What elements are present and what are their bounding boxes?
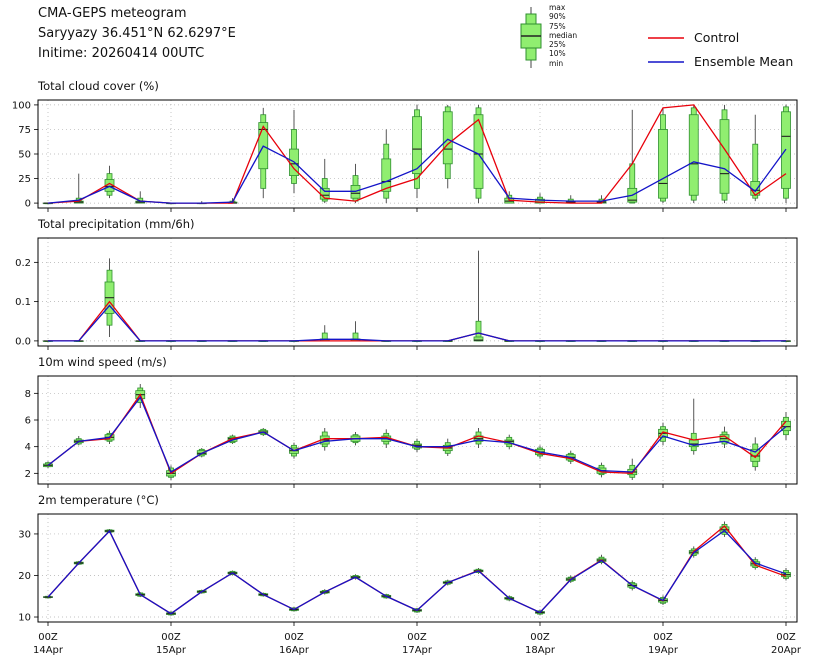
legend-25-label: 25% (549, 40, 566, 50)
svg-text:0: 0 (25, 199, 31, 210)
svg-text:00Z: 00Z (653, 632, 673, 643)
svg-text:00Z: 00Z (407, 632, 427, 643)
panel-cloud-title: Total cloud cover (%) (38, 79, 159, 93)
precipitation-chart: 0.0 0.1 0.2 (15, 237, 798, 350)
svg-text:17Apr: 17Apr (402, 645, 433, 656)
svg-text:2: 2 (25, 469, 31, 480)
svg-text:75: 75 (18, 125, 31, 136)
temperature-chart: 10 20 30 00Z 14Apr 00Z 15Apr 00Z 16Apr 00Z 17Apr 00… (18, 513, 802, 656)
svg-text:16Apr: 16Apr (279, 645, 310, 656)
panel-precip-title: Total precipitation (mm/6h) (38, 217, 195, 231)
legend-90-label: 90% (549, 12, 566, 22)
svg-text:0.0: 0.0 (15, 336, 31, 347)
svg-text:0.1: 0.1 (15, 297, 31, 308)
header-text: CMA-GEPS meteogram Saryyazy 36.451°N 62.… (38, 4, 236, 64)
panel-temperature: 2m temperature (°C) 10 20 30 00Z 14Apr 00Z 15A… (0, 493, 815, 664)
svg-text:15Apr: 15Apr (156, 645, 187, 656)
control-line-swatch (648, 36, 684, 39)
cloud-cover-chart: 0 25 50 75 100 (12, 99, 798, 212)
ensemble-legend: Ensemble Mean (648, 54, 793, 69)
svg-text:20: 20 (18, 571, 31, 582)
svg-text:00Z: 00Z (530, 632, 550, 643)
location-label: Saryyazy 36.451°N 62.6297°E (38, 26, 236, 41)
svg-text:14Apr: 14Apr (33, 645, 64, 656)
header: CMA-GEPS meteogram Saryyazy 36.451°N 62.… (0, 0, 815, 76)
page-title: CMA-GEPS meteogram (38, 6, 187, 21)
boxplot-legend-glyph (520, 7, 542, 68)
svg-text:19Apr: 19Apr (648, 645, 679, 656)
svg-text:10: 10 (18, 613, 31, 624)
ensemble-line-swatch (648, 60, 684, 63)
boxplot-legend-labels: max 90% 75% median 25% 10% min (549, 3, 577, 68)
legend-75-label: 75% (549, 21, 566, 31)
svg-text:50: 50 (18, 150, 31, 161)
svg-text:00Z: 00Z (161, 632, 181, 643)
svg-text:30: 30 (18, 529, 31, 540)
svg-text:00Z: 00Z (776, 632, 796, 643)
legend-max-label: max (549, 3, 566, 12)
panel-temp-title: 2m temperature (°C) (38, 493, 159, 507)
svg-text:6: 6 (25, 416, 31, 427)
svg-text:18Apr: 18Apr (525, 645, 556, 656)
svg-text:20Apr: 20Apr (771, 645, 802, 656)
control-legend: Control (648, 30, 739, 45)
legend-min-label: min (549, 58, 564, 68)
control-legend-label: Control (694, 30, 740, 45)
svg-text:25: 25 (18, 174, 31, 185)
svg-text:00Z: 00Z (38, 632, 58, 643)
svg-text:0.2: 0.2 (15, 258, 31, 269)
ensemble-legend-label: Ensemble Mean (694, 54, 794, 69)
panel-precipitation: Total precipitation (mm/6h) 0.0 0.1 0.2 (0, 217, 815, 352)
panel-wind-speed: 10m wind speed (m/s) 2 4 6 8 (0, 355, 815, 490)
panel-wind-title: 10m wind speed (m/s) (38, 355, 167, 369)
svg-text:00Z: 00Z (284, 632, 304, 643)
svg-text:8: 8 (25, 389, 31, 400)
inittime-label: Initime: 20260414 00UTC (38, 46, 205, 61)
svg-text:100: 100 (12, 100, 31, 111)
wind-speed-chart: 2 4 6 8 (25, 375, 798, 488)
legend-median-label: median (549, 30, 578, 40)
panel-cloud-cover: Total cloud cover (%) 0 25 50 75 100 (0, 79, 815, 214)
legend-10-label: 10% (549, 49, 566, 59)
svg-text:4: 4 (25, 442, 31, 453)
